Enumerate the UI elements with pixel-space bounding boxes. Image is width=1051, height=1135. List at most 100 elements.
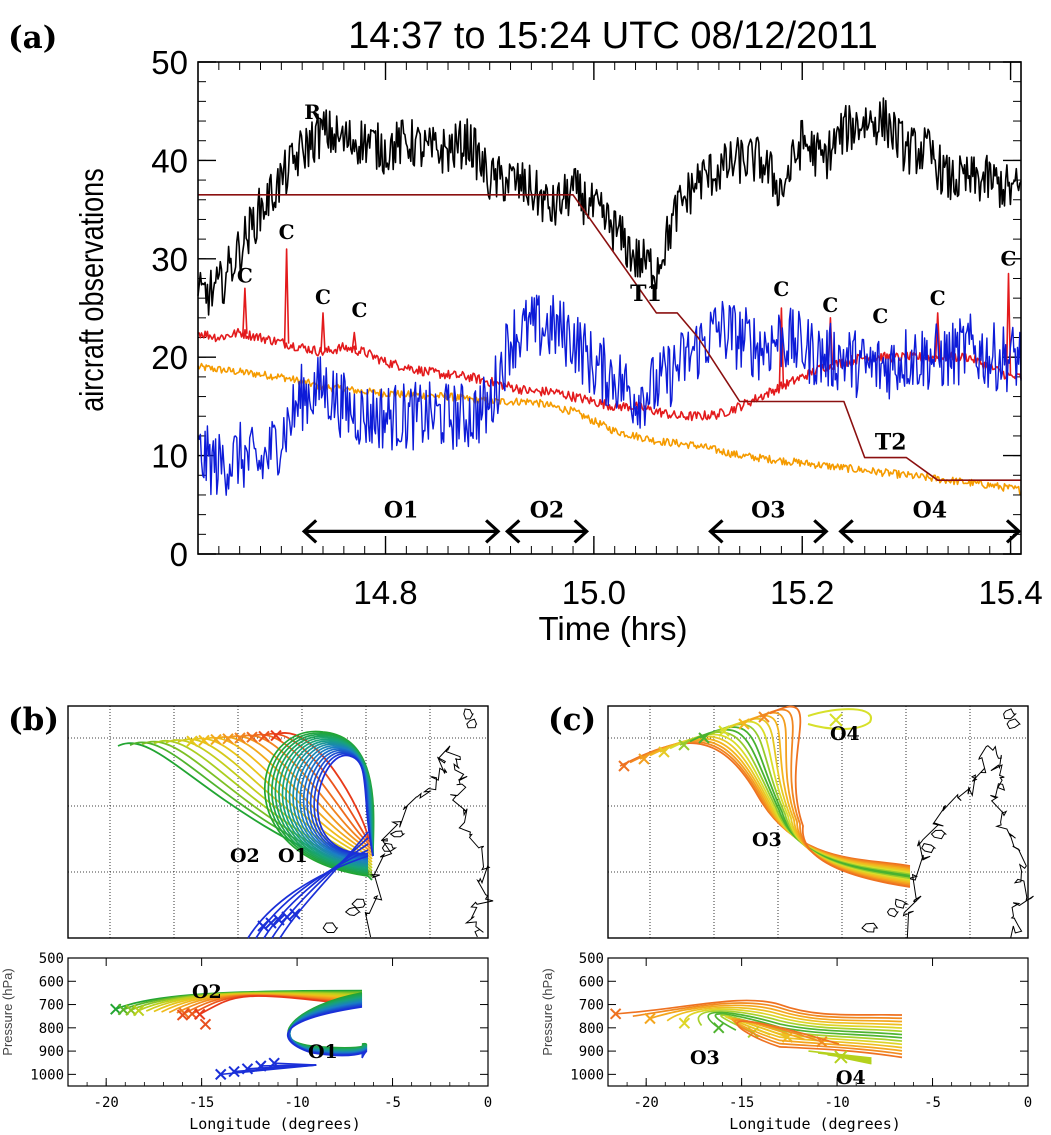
pressure-b-label-o2: O2 [192,981,222,1003]
y-tick-label: 800 [39,1021,64,1037]
pressure-c-ticks: 500 600 700 800 900 1000 -20 -15 -10 -5 0 [570,951,1032,1111]
trajectory-line [247,855,369,939]
y-tick-label: 900 [39,1044,64,1060]
trajectory-start-marker [255,1060,267,1072]
trajectory-start-marker [210,733,222,746]
panel-a: (a) 14:37 to 15:24 UTC 08/12/2011 aircra… [8,15,1043,647]
chart-annotation: C [1001,247,1017,271]
trajectory-line [271,837,369,939]
trajectory-line [649,1004,903,1023]
trajectory-start-marker [738,718,750,730]
trajectory-start-marker [186,735,198,747]
panel-b: (b) O2 O1 Pressure (hPa) Longitude (degr… [0,702,494,1133]
pressure-b-label-o1: O1 [308,1041,338,1063]
y-tick-label: 500 [39,951,64,967]
chart-annotation: C [930,286,946,310]
range-label: O3 [751,497,785,523]
range-label: O1 [384,497,418,523]
y-tick-label: 500 [579,951,604,967]
trajectory-start-marker [265,917,277,929]
series-line [197,362,1022,495]
y-tick-label: 10 [151,438,188,475]
trajectory-start-marker [678,739,690,751]
arrow-head [1005,519,1022,544]
series-line [197,248,1022,422]
pressure-c-trajectories [609,999,903,1065]
map-b-coastline [322,708,494,938]
island [1003,708,1017,720]
chart-a-title: 14:37 to 15:24 UTC 08/12/2011 [348,15,878,57]
chart-annotation: T2 [875,430,907,456]
trajectory-start-marker [618,760,630,772]
chart-annotation: C [279,220,295,244]
chart-a-ticks: 0 10 20 30 40 50 14.8 15.0 15.2 15.4 [151,44,1042,611]
trajectory-line [615,999,903,1016]
arrow-head [485,519,501,544]
trajectory-start-marker [132,1004,145,1017]
island [466,718,478,729]
island [381,842,398,852]
island [894,898,909,909]
y-tick-label: 900 [579,1044,604,1060]
island [463,708,474,720]
y-tick-label: 1000 [30,1067,64,1083]
trajectory-line [729,717,911,883]
trajectory-line [683,1008,903,1029]
trajectory-start-marker [658,746,670,758]
trajectory-line [707,1011,903,1036]
trajectory-line [749,711,911,886]
trajectory-line [759,708,911,887]
y-tick-label: 20 [151,339,188,376]
chart-annotation: C [315,285,331,309]
y-tick-label: 40 [151,142,188,179]
x-tick-label: -5 [384,1095,401,1111]
pressure-b-xlabel: Longitude (degrees) [189,1115,361,1133]
chart-a-ylabel: aircraft observations [75,168,111,411]
series-line [197,294,1022,496]
trajectory-line [632,1002,903,1020]
chart-annotation: R [304,100,321,124]
island [389,830,406,838]
trajectory-start-marker [258,730,270,743]
map-b-label-o2: O2 [230,845,260,867]
chart-annotation: C [237,263,253,287]
range-label: O2 [530,497,564,523]
coastline [364,745,494,938]
pressure-b-trajectories [110,989,368,1081]
chart-a-xlabel: Time (hrs) [538,610,687,647]
arrow-head [573,519,590,544]
trajectory-line [739,714,911,884]
trajectory-line [817,1052,872,1061]
chart-annotation: C [773,277,789,301]
map-c: O4 O3 [607,705,1034,939]
trajectory-line [846,1057,872,1065]
island [861,922,879,933]
trajectory-start-marker [609,1008,622,1020]
arrow-head [708,519,724,544]
pressure-b-ylabel: Pressure (hPa) [0,968,15,1055]
trajectory-start-marker [215,1068,227,1081]
chart-annotation: C [352,298,368,322]
trajectory-start-marker [834,1050,848,1064]
trajectory-start-marker [678,1017,691,1029]
trajectory-start-marker [644,1012,656,1025]
island [1006,718,1021,730]
map-c-coastline [861,708,1034,939]
chart-annotation: T1 [630,281,662,307]
trajectory-start-marker [241,1063,254,1075]
trajectory-line [666,1006,903,1026]
y-tick-label: 600 [39,974,64,990]
y-tick-label: 30 [151,241,188,278]
series-line [198,194,1021,481]
x-tick-label: -20 [94,1095,119,1111]
y-tick-label: 0 [170,536,188,573]
pressure-c-xlabel: Longitude (degrees) [729,1115,901,1133]
trajectory-line [255,849,369,939]
x-tick-label: 14.8 [353,574,417,611]
trajectory-start-marker [698,732,710,744]
x-tick-label: 15.4 [978,574,1042,611]
trajectory-start-marker [281,911,293,923]
trajectory-line [689,728,911,877]
trajectory-line [807,708,873,730]
